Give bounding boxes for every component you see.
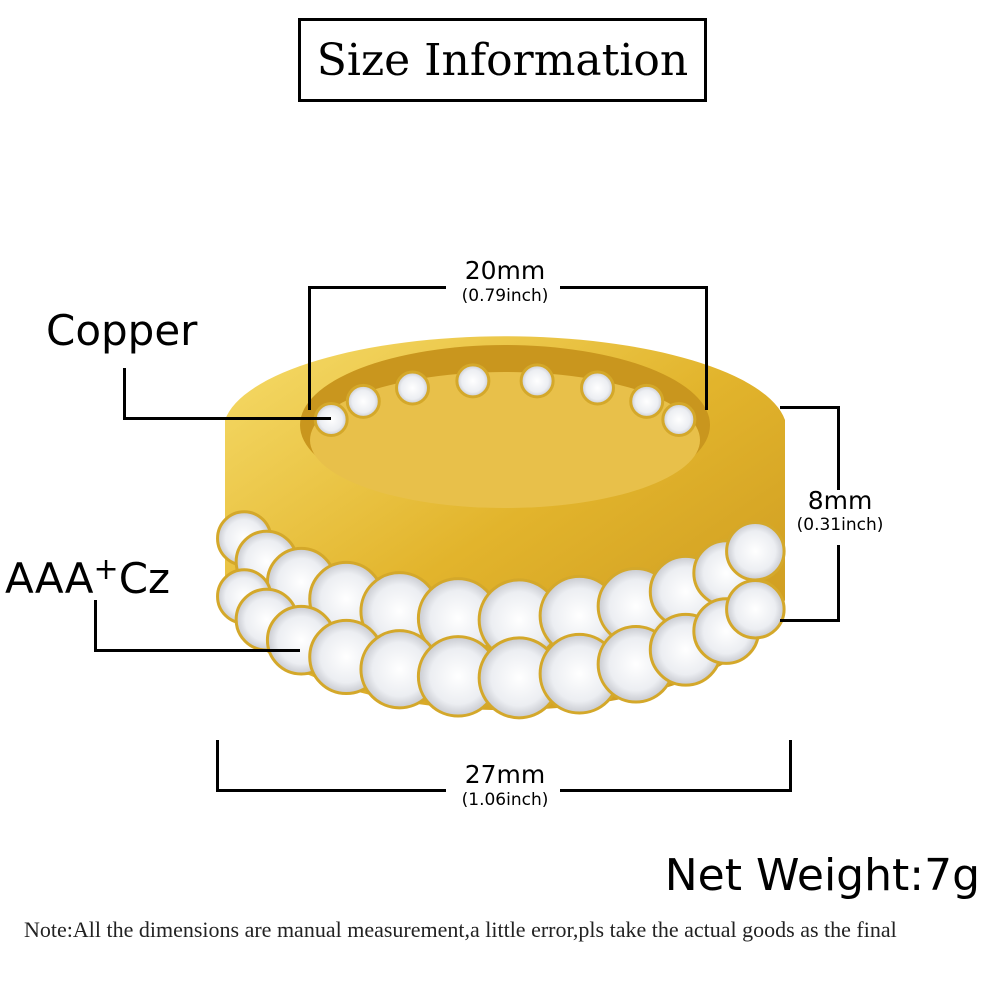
- cz-stone: [455, 363, 491, 399]
- cz-stone: [661, 401, 697, 437]
- inner-diameter-mm: 20mm: [464, 256, 546, 285]
- net-weight: Net Weight:7g: [664, 850, 980, 901]
- cz-stone: [345, 383, 381, 419]
- dim-line-inner-top-left: [308, 286, 446, 289]
- dim-line-inner-left: [308, 286, 311, 410]
- cz-stone: [629, 383, 665, 419]
- stone-label-sup: +: [93, 552, 119, 587]
- cz-stone: [725, 520, 786, 582]
- inner-diameter-inch: (0.79inch): [461, 286, 549, 306]
- stone-label-suffix: Cz: [118, 554, 171, 603]
- page-title: Size Information: [316, 34, 689, 86]
- dim-line-outer-bottom-right: [560, 789, 792, 792]
- dim-line-width-lower: [837, 545, 840, 622]
- outer-diameter-inch: (1.06inch): [461, 790, 549, 810]
- width-mm: 8mm: [807, 486, 873, 515]
- stone-label: AAA+Cz: [5, 552, 170, 603]
- cz-stone: [395, 370, 430, 406]
- dim-line-width-top: [780, 406, 840, 409]
- title-box: Size Information: [298, 18, 707, 102]
- cz-stone: [725, 578, 786, 640]
- stone-label-main: AAA: [5, 554, 94, 603]
- dim-line-width-bottom: [780, 619, 840, 622]
- dim-line-outer-right: [789, 740, 792, 792]
- cz-stones: [216, 363, 786, 720]
- dim-line-inner-top-right: [560, 286, 708, 289]
- width-inch: (0.31inch): [796, 515, 884, 535]
- cz-stone: [519, 363, 555, 399]
- dim-line-width-upper: [837, 406, 840, 490]
- stone-leader-v: [94, 600, 97, 652]
- material-leader-v: [123, 368, 126, 420]
- material-leader-h: [123, 417, 331, 420]
- dim-line-outer-bottom-left: [216, 789, 446, 792]
- outer-diameter-mm: 27mm: [464, 760, 546, 789]
- dim-line-inner-right: [705, 286, 708, 410]
- dim-line-outer-left: [216, 740, 219, 792]
- note-text: Note:All the dimensions are manual measu…: [24, 917, 897, 942]
- material-label: Copper: [46, 306, 198, 355]
- cz-stone: [580, 370, 615, 406]
- stone-leader-h: [94, 649, 300, 652]
